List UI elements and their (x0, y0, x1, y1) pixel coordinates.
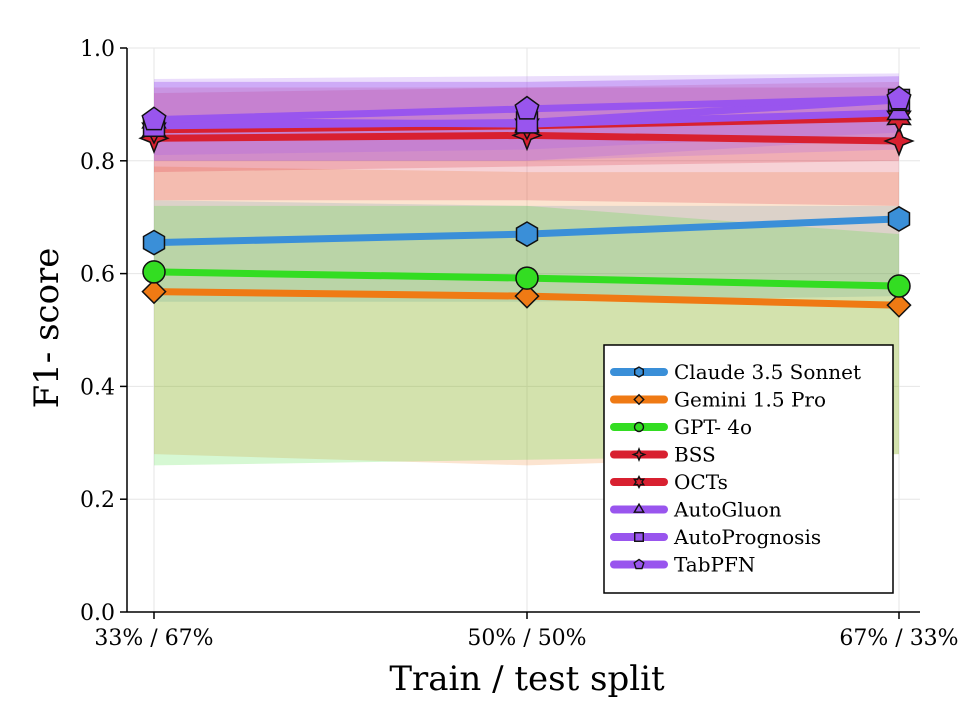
marker-gemini-1-5-pro (141, 279, 167, 305)
legend-label: TabPFN (674, 553, 755, 577)
marker-claude-3-5-sonnet (887, 205, 911, 232)
legend-marker (633, 502, 645, 513)
legend-frame (603, 344, 894, 594)
legend-item-tabpfn: TabPFN (610, 553, 755, 577)
legend-item-gpt-4o: GPT- 4o (610, 415, 752, 439)
legend-item-autoprognosis: AutoPrognosis (610, 525, 821, 549)
x-tick-label: 50% / 50% (467, 626, 586, 651)
y-tick-label: 0.2 (80, 488, 115, 513)
x-tick-label: 33% / 67% (94, 626, 213, 651)
y-tick-label: 0.4 (80, 375, 115, 400)
legend-label: AutoGluon (673, 498, 782, 522)
y-tick-label: 1.0 (80, 37, 115, 62)
legend-label: OCTs (674, 470, 728, 494)
legend-label: BSS (674, 443, 716, 467)
axes-layer (126, 48, 920, 613)
x-tick-label: 67% / 33% (839, 626, 958, 651)
legend-marker (633, 393, 645, 406)
legend-label: AutoPrognosis (673, 525, 821, 549)
marker-gpt-4o (142, 260, 166, 284)
marker-gemini-1-5-pro (886, 292, 912, 318)
legend-label: GPT- 4o (674, 415, 752, 439)
marker-tabpfn (141, 106, 167, 131)
marker-claude-3-5-sonnet (515, 221, 539, 248)
legend-label: Claude 3.5 Sonnet (674, 360, 861, 384)
marker-gpt-4o (515, 266, 539, 290)
legend: Claude 3.5 Sonnet Gemini 1.5 Pro GPT- 4o BS… (603, 344, 894, 594)
marker-layer (138, 85, 915, 318)
legend-marker (632, 475, 646, 489)
x-axis-label: Train / test split (389, 659, 665, 699)
y-tick-label: 0.6 (80, 263, 115, 288)
marker-gpt-4o (887, 274, 911, 298)
legend-marker (631, 446, 647, 463)
marker-tabpfn (886, 85, 912, 110)
legend-marker (634, 532, 644, 542)
legend-label: Gemini 1.5 Pro (674, 388, 826, 412)
legend-item-claude-3-5-sonnet: Claude 3.5 Sonnet (610, 360, 861, 384)
legend-marker (634, 366, 644, 378)
legend-marker (633, 558, 645, 570)
marker-bss (883, 125, 915, 157)
y-axis-label: F1- score (27, 248, 67, 409)
legend-item-octs: OCTs (610, 470, 728, 494)
legend-item-bss: BSS (610, 443, 716, 467)
y-tick-label: 0.8 (80, 150, 115, 175)
marker-gemini-1-5-pro (514, 283, 540, 309)
y-tick-label: 0.0 (80, 601, 115, 626)
tick-layer: 0.0 0.2 0.4 0.6 0.8 1.0 33% / 67% 50% / 50% 67% … (80, 37, 959, 651)
legend-marker (633, 421, 645, 433)
marker-claude-3-5-sonnet (142, 229, 166, 256)
legend-item-gemini-1-5-pro: Gemini 1.5 Pro (610, 388, 826, 412)
legend-item-autogluon: AutoGluon (610, 498, 782, 522)
marker-tabpfn (514, 95, 540, 120)
